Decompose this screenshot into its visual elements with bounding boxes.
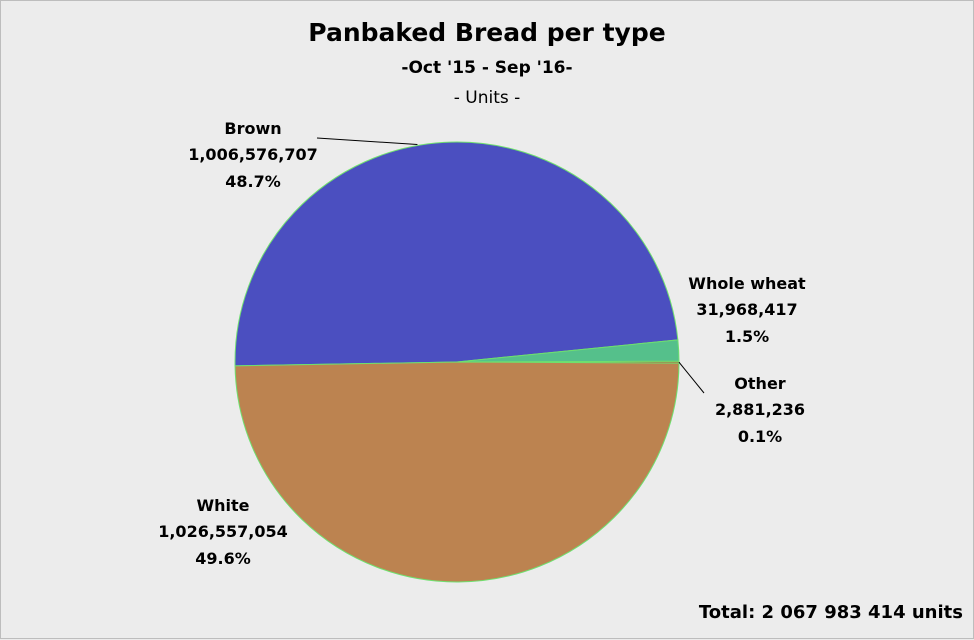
pie-slice-brown	[234, 141, 679, 367]
label-white-percent: 49.6%	[195, 549, 251, 568]
pie-slices	[234, 141, 680, 583]
label-wholewheat-value: 31,968,417	[696, 300, 797, 319]
pie-slice-white	[234, 361, 680, 583]
label-brown-value: 1,006,576,707	[188, 145, 318, 164]
chart-title: Panbaked Bread per type	[308, 18, 665, 47]
label-other-value: 2,881,236	[715, 400, 805, 419]
leader-lines	[316, 137, 705, 394]
chart-subtitle: -Oct '15 - Sep '16-	[401, 58, 572, 78]
label-brown-percent: 48.7%	[225, 172, 281, 191]
label-white-name: White	[196, 496, 249, 515]
label-brown-name: Brown	[224, 119, 281, 138]
label-other-name: Other	[734, 374, 785, 393]
total-label: Total: 2 067 983 414 units	[699, 602, 963, 623]
leader-line-brown	[316, 137, 418, 146]
label-white-value: 1,026,557,054	[158, 522, 288, 541]
leader-line-other	[678, 361, 705, 394]
label-wholewheat-name: Whole wheat	[688, 274, 806, 293]
chart-units: - Units -	[454, 88, 521, 108]
label-wholewheat-percent: 1.5%	[725, 327, 769, 346]
label-other-percent: 0.1%	[738, 427, 782, 446]
